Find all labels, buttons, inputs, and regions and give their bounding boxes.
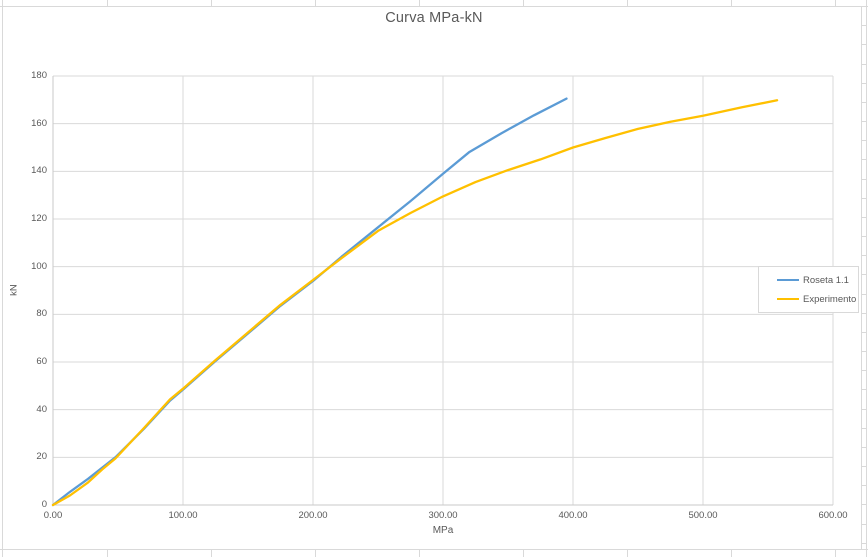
x-tick-label: 200.00 (298, 510, 328, 521)
sheet-gridline (731, 550, 732, 557)
sheet-gridline (627, 0, 628, 6)
sheet-gridline (107, 550, 108, 557)
legend-line-swatch-yellow (777, 297, 799, 301)
y-axis-title: kN (8, 284, 20, 296)
x-tick-label: 500.00 (688, 510, 718, 521)
x-tick-label: 100.00 (168, 510, 198, 521)
sheet-gridline (0, 6, 868, 7)
sheet-gridline (861, 332, 866, 333)
sheet-gridline (835, 0, 836, 6)
legend-item-experimento[interactable]: Experimento (777, 293, 858, 305)
x-tick-label: 600.00 (818, 510, 848, 521)
sheet-gridline (861, 140, 866, 141)
sheet-gridline (861, 217, 866, 218)
sheet-gridline (419, 550, 420, 557)
sheet-gridline (861, 44, 866, 45)
sheet-gridline (861, 447, 866, 448)
x-axis-title: MPa (432, 525, 454, 536)
sheet-gridline (861, 389, 866, 390)
sheet-gridline (866, 0, 867, 557)
legend-label: Roseta 1.1 (803, 274, 849, 286)
sheet-gridline (0, 549, 868, 550)
sheet-gridline (861, 294, 866, 295)
y-tick-label: 160 (31, 117, 47, 129)
y-tick-label: 80 (36, 308, 47, 320)
sheet-gridline (523, 0, 524, 6)
sheet-gridline (861, 236, 866, 237)
sheet-gridline (107, 0, 108, 6)
sheet-gridline (861, 179, 866, 180)
y-tick-label: 140 (31, 165, 47, 177)
y-tick-label: 0 (41, 499, 47, 510)
sheet-gridline (861, 428, 866, 429)
sheet-gridline (861, 313, 866, 314)
sheet-gridline (861, 64, 866, 65)
sheet-gridline (861, 409, 866, 410)
sheet-gridline (861, 370, 866, 371)
sheet-gridline (211, 550, 212, 557)
legend-line-swatch-blue (777, 278, 799, 282)
sheet-gridline (315, 550, 316, 557)
sheet-gridline (861, 198, 866, 199)
y-tick-label: 120 (31, 213, 47, 224)
sheet-gridline (731, 0, 732, 6)
y-tick-label: 180 (31, 70, 47, 81)
sheet-gridline (419, 0, 420, 6)
sheet-gridline (861, 543, 866, 544)
sheet-gridline (315, 0, 316, 6)
sheet-gridline (627, 550, 628, 557)
sheet-gridline (861, 255, 866, 256)
sheet-gridline (523, 550, 524, 557)
sheet-gridline (861, 466, 866, 467)
sheet-gridline (2, 0, 3, 557)
sheet-gridline (861, 485, 866, 486)
sheet-gridline (861, 274, 866, 275)
y-tick-label: 40 (36, 403, 47, 415)
sheet-gridline (861, 6, 862, 550)
sheet-gridline (861, 351, 866, 352)
sheet-gridline (861, 102, 866, 103)
series-line-1[interactable] (51, 99, 779, 507)
sheet-gridline (835, 550, 836, 557)
x-tick-label: 400.00 (558, 510, 588, 521)
sheet-gridline (861, 25, 866, 26)
sheet-gridline (861, 121, 866, 122)
legend[interactable]: Roseta 1.1 Experimento (758, 266, 859, 313)
legend-item-roseta[interactable]: Roseta 1.1 (777, 274, 858, 286)
legend-label: Experimento (803, 293, 857, 305)
x-tick-label: 0.00 (43, 510, 63, 521)
y-tick-label: 60 (36, 356, 47, 367)
sheet-gridline (861, 159, 866, 160)
sheet-gridline (861, 504, 866, 505)
sheet-gridline (211, 0, 212, 6)
sheet-gridline (861, 524, 866, 525)
chart-title[interactable]: Curva MPa-kN (385, 10, 483, 26)
x-tick-label: 300.00 (428, 510, 458, 521)
y-tick-label: 100 (31, 260, 47, 272)
y-tick-label: 20 (36, 451, 47, 463)
sheet-gridline (861, 83, 866, 84)
